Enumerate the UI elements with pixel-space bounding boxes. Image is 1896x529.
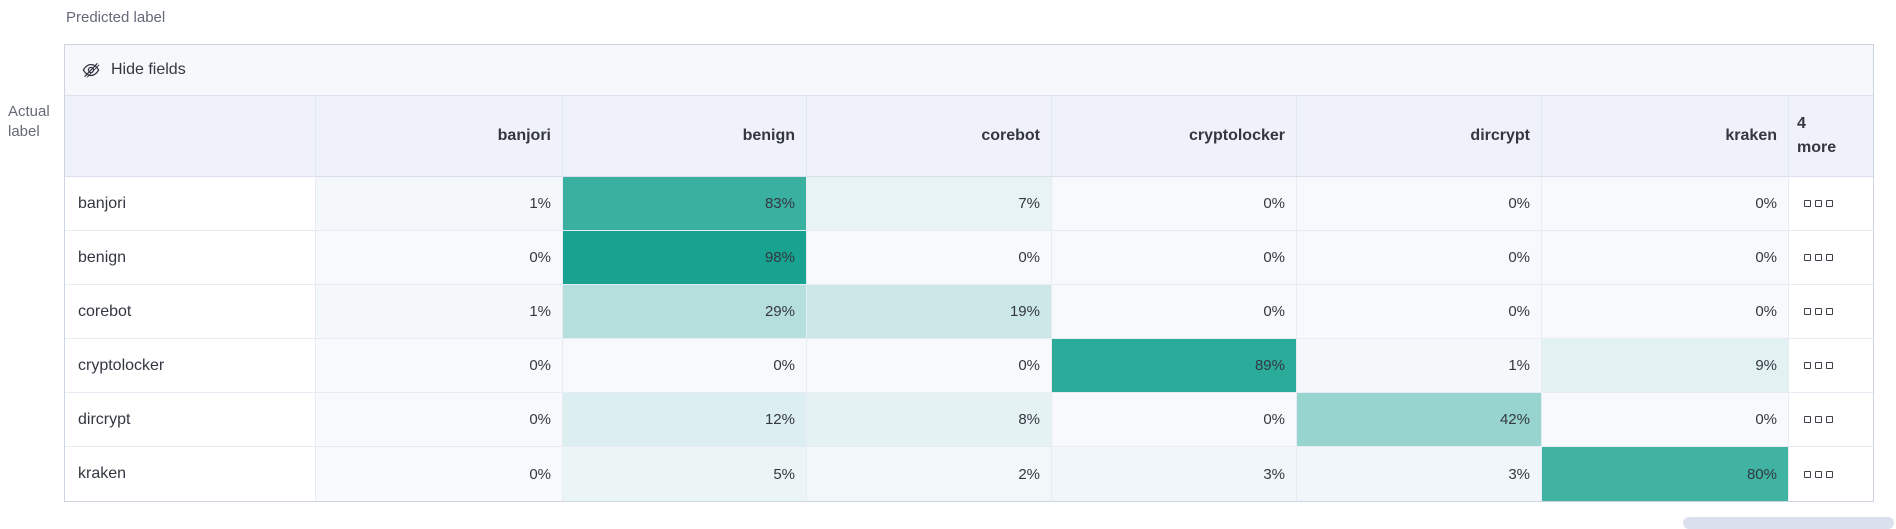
boxes-horizontal-icon	[1826, 308, 1833, 315]
hide-fields-button[interactable]: Hide fields	[65, 45, 1873, 96]
row-label-banjori: banjori	[65, 177, 316, 231]
row-label-dircrypt: dircrypt	[65, 393, 316, 447]
more-columns-button-banjori[interactable]	[1789, 177, 1873, 231]
cell-kraken-kraken: 80%	[1542, 447, 1789, 501]
boxes-horizontal-icon	[1804, 362, 1811, 369]
row-label-cryptolocker: cryptolocker	[65, 339, 316, 393]
boxes-horizontal-icon	[1815, 416, 1822, 423]
boxes-horizontal-icon	[1804, 200, 1811, 207]
horizontal-scrollbar-thumb[interactable]	[1683, 517, 1894, 529]
cell-dircrypt-corebot: 8%	[807, 393, 1052, 447]
cell-dircrypt-kraken: 0%	[1542, 393, 1789, 447]
cell-cryptolocker-cryptolocker: 89%	[1052, 339, 1297, 393]
boxes-horizontal-icon	[1815, 308, 1822, 315]
cell-dircrypt-cryptolocker: 0%	[1052, 393, 1297, 447]
actual-label-line1: Actual	[8, 103, 50, 120]
column-header-more[interactable]: 4 more	[1789, 96, 1873, 177]
cell-corebot-corebot: 19%	[807, 285, 1052, 339]
more-columns-button-cryptolocker[interactable]	[1789, 339, 1873, 393]
column-header-kraken: kraken	[1542, 96, 1789, 177]
boxes-horizontal-icon	[1804, 470, 1811, 478]
more-header-line: 4	[1797, 115, 1806, 132]
cell-cryptolocker-kraken: 9%	[1542, 339, 1789, 393]
cell-dircrypt-benign: 12%	[563, 393, 807, 447]
row-label-benign: benign	[65, 231, 316, 285]
cell-cryptolocker-banjori: 0%	[316, 339, 563, 393]
cell-banjori-dircrypt: 0%	[1297, 177, 1542, 231]
cell-corebot-dircrypt: 0%	[1297, 285, 1542, 339]
boxes-horizontal-icon	[1826, 470, 1833, 478]
boxes-horizontal-icon	[1815, 254, 1822, 261]
cell-dircrypt-banjori: 0%	[316, 393, 563, 447]
boxes-horizontal-icon	[1804, 308, 1811, 315]
cell-banjori-corebot: 7%	[807, 177, 1052, 231]
cell-benign-dircrypt: 0%	[1297, 231, 1542, 285]
cell-corebot-benign: 29%	[563, 285, 807, 339]
predicted-label: Predicted label	[66, 9, 166, 26]
confusion-matrix-table: Hide fields banjori benign corebot cryptolo…	[64, 44, 1874, 502]
boxes-horizontal-icon	[1826, 416, 1833, 423]
cell-kraken-benign: 5%	[563, 447, 807, 501]
cell-corebot-kraken: 0%	[1542, 285, 1789, 339]
cell-kraken-dircrypt: 3%	[1297, 447, 1542, 501]
boxes-horizontal-icon	[1826, 254, 1833, 261]
boxes-horizontal-icon	[1815, 362, 1822, 369]
row-label-corebot: corebot	[65, 285, 316, 339]
cell-banjori-benign: 83%	[563, 177, 807, 231]
actual-label-line2: label	[8, 123, 40, 140]
column-header-corebot: corebot	[807, 96, 1052, 177]
cell-banjori-cryptolocker: 0%	[1052, 177, 1297, 231]
cell-benign-cryptolocker: 0%	[1052, 231, 1297, 285]
more-columns-button-corebot[interactable]	[1789, 285, 1873, 339]
row-label-kraken: kraken	[65, 447, 316, 501]
actual-label: Actual label	[8, 102, 62, 142]
cell-corebot-banjori: 1%	[316, 285, 563, 339]
boxes-horizontal-icon	[1815, 200, 1822, 207]
cell-cryptolocker-corebot: 0%	[807, 339, 1052, 393]
cell-kraken-corebot: 2%	[807, 447, 1052, 501]
cell-corebot-cryptolocker: 0%	[1052, 285, 1297, 339]
cell-kraken-banjori: 0%	[316, 447, 563, 501]
column-header-dircrypt: dircrypt	[1297, 96, 1542, 177]
more-columns-button-kraken[interactable]	[1789, 447, 1873, 501]
cell-cryptolocker-benign: 0%	[563, 339, 807, 393]
confusion-matrix-grid: banjori benign corebot cryptolocker dircrypt…	[65, 96, 1873, 501]
cell-benign-benign: 98%	[563, 231, 807, 285]
cell-benign-kraken: 0%	[1542, 231, 1789, 285]
column-header-benign: benign	[563, 96, 807, 177]
cell-dircrypt-dircrypt: 42%	[1297, 393, 1542, 447]
more-header-line: more	[1797, 139, 1837, 156]
hide-fields-label: Hide fields	[111, 61, 186, 78]
column-header-banjori: banjori	[316, 96, 563, 177]
cell-benign-banjori: 0%	[316, 231, 563, 285]
boxes-horizontal-icon	[1826, 200, 1833, 207]
more-columns-button-dircrypt[interactable]	[1789, 393, 1873, 447]
boxes-horizontal-icon	[1815, 470, 1822, 478]
cell-cryptolocker-dircrypt: 1%	[1297, 339, 1542, 393]
boxes-horizontal-icon	[1804, 416, 1811, 423]
cell-kraken-cryptolocker: 3%	[1052, 447, 1297, 501]
boxes-horizontal-icon	[1826, 362, 1833, 369]
more-columns-button-benign[interactable]	[1789, 231, 1873, 285]
cell-banjori-banjori: 1%	[316, 177, 563, 231]
eye-closed-icon	[82, 61, 100, 79]
cell-banjori-kraken: 0%	[1542, 177, 1789, 231]
column-header-cryptolocker: cryptolocker	[1052, 96, 1297, 177]
column-header-corner	[65, 96, 316, 177]
cell-benign-corebot: 0%	[807, 231, 1052, 285]
boxes-horizontal-icon	[1804, 254, 1811, 261]
